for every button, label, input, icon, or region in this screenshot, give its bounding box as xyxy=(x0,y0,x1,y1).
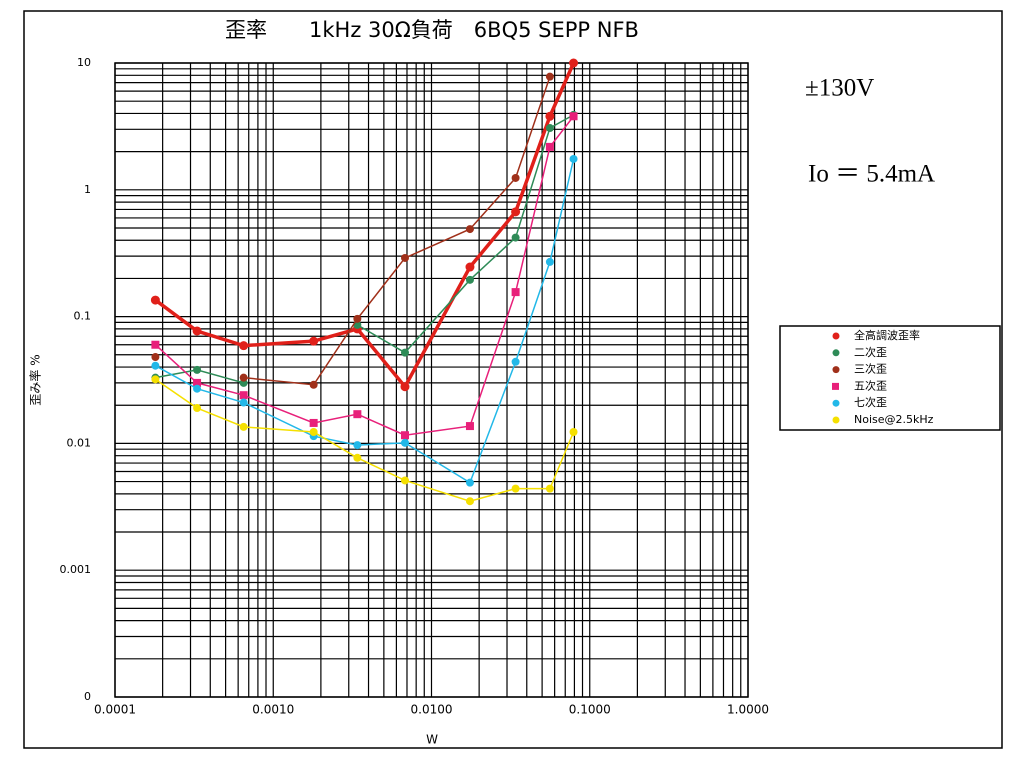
legend-label: 二次歪 xyxy=(854,345,887,359)
marker xyxy=(192,326,202,336)
legend-marker xyxy=(832,416,840,424)
marker xyxy=(511,207,521,217)
x-tick-label: 0.1000 xyxy=(569,703,611,717)
marker xyxy=(511,288,520,297)
marker xyxy=(569,58,579,68)
marker xyxy=(309,418,318,427)
marker xyxy=(151,375,160,384)
y-tick-label: 0 xyxy=(84,690,91,703)
y-tick-label: 10 xyxy=(77,56,91,69)
y-tick-label: 1 xyxy=(84,183,91,196)
marker xyxy=(239,398,248,407)
legend-marker xyxy=(832,366,840,374)
x-tick-label: 0.0001 xyxy=(94,703,136,717)
y-tick-label: 0.01 xyxy=(67,436,92,449)
marker xyxy=(511,173,520,182)
legend-label: Noise@2.5kHz xyxy=(854,413,934,426)
chart-title: 歪率 1kHz 30Ω負荷 6BQ5 SEPP NFB xyxy=(225,18,639,42)
marker xyxy=(151,353,160,362)
legend-label: 全高調波歪率 xyxy=(854,328,920,342)
x-tick-label: 1.0000 xyxy=(727,703,769,717)
marker xyxy=(511,484,520,493)
marker xyxy=(569,154,578,163)
series-line xyxy=(154,62,576,390)
marker xyxy=(239,422,248,431)
marker xyxy=(511,357,520,366)
marker xyxy=(511,233,520,242)
marker xyxy=(309,336,319,346)
marker xyxy=(545,142,554,151)
marker xyxy=(353,441,362,450)
marker xyxy=(465,225,474,234)
marker xyxy=(193,404,202,413)
x-tick-label: 0.0010 xyxy=(252,703,294,717)
marker xyxy=(400,382,410,392)
y-tick-label: 0.001 xyxy=(60,563,92,576)
marker xyxy=(400,253,409,262)
legend-marker xyxy=(832,349,840,357)
marker xyxy=(150,295,160,305)
marker xyxy=(353,314,362,323)
marker xyxy=(193,384,202,393)
marker xyxy=(309,380,318,389)
marker xyxy=(353,410,362,419)
marker xyxy=(465,262,475,272)
marker xyxy=(239,373,248,382)
legend-label: 七次歪 xyxy=(854,395,887,409)
marker xyxy=(545,484,554,493)
marker xyxy=(309,428,318,437)
marker xyxy=(545,124,554,133)
x-tick-label: 0.0100 xyxy=(411,703,453,717)
marker xyxy=(151,340,160,349)
marker xyxy=(239,341,249,351)
marker xyxy=(545,111,555,121)
legend-marker xyxy=(832,382,839,390)
marker xyxy=(193,378,202,387)
marker xyxy=(400,438,409,447)
marker xyxy=(465,275,474,284)
series-line xyxy=(154,378,575,502)
marker xyxy=(239,391,248,400)
marker xyxy=(353,453,362,462)
marker xyxy=(465,497,474,506)
marker xyxy=(400,348,409,357)
legend-box xyxy=(779,325,1001,431)
legend-label: 五次歪 xyxy=(854,378,887,392)
annotation: ±130V xyxy=(805,75,874,102)
marker xyxy=(465,422,474,431)
marker xyxy=(193,365,202,374)
marker xyxy=(465,478,474,487)
legend-label: 三次歪 xyxy=(854,362,887,376)
x-axis-label: W xyxy=(426,733,438,747)
marker xyxy=(545,257,554,266)
series-line xyxy=(155,158,575,484)
legend-marker xyxy=(832,399,840,407)
marker xyxy=(400,431,409,440)
y-axis-label: 歪み率 % xyxy=(28,354,43,405)
series-line xyxy=(154,115,575,436)
annotation: Io ＝ 5.4mA xyxy=(808,161,935,188)
marker xyxy=(569,428,578,437)
legend-marker xyxy=(832,332,840,340)
y-tick-label: 0.1 xyxy=(74,310,92,323)
marker xyxy=(400,476,409,485)
marker xyxy=(151,361,160,370)
marker xyxy=(569,112,578,121)
marker xyxy=(545,72,554,81)
